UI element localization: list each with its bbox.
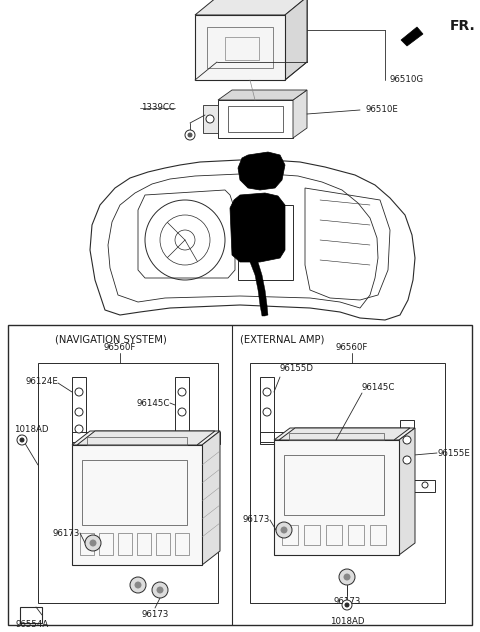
Text: 96554A: 96554A xyxy=(15,620,48,629)
Polygon shape xyxy=(217,0,307,62)
Bar xyxy=(289,433,384,440)
Bar xyxy=(260,432,305,444)
Circle shape xyxy=(344,574,350,580)
Text: 96124E: 96124E xyxy=(25,377,58,386)
Bar xyxy=(8,325,472,625)
Bar xyxy=(175,377,189,442)
Bar xyxy=(72,377,86,442)
Circle shape xyxy=(339,569,355,585)
Circle shape xyxy=(342,600,352,610)
Polygon shape xyxy=(401,27,423,46)
Polygon shape xyxy=(202,431,220,565)
Text: 96173: 96173 xyxy=(333,597,360,606)
Bar xyxy=(82,460,187,525)
Text: 1339CC: 1339CC xyxy=(141,104,175,112)
Text: 96173: 96173 xyxy=(242,516,270,525)
Polygon shape xyxy=(399,428,415,555)
Circle shape xyxy=(20,438,24,442)
Text: 96510E: 96510E xyxy=(365,106,398,114)
Bar xyxy=(99,533,113,555)
Polygon shape xyxy=(195,15,285,80)
Bar xyxy=(175,432,220,444)
Polygon shape xyxy=(293,90,307,138)
Polygon shape xyxy=(274,440,399,555)
Bar xyxy=(282,525,298,545)
Bar xyxy=(250,363,445,603)
Bar xyxy=(370,525,386,545)
Bar xyxy=(238,205,293,280)
Polygon shape xyxy=(238,152,285,190)
Bar xyxy=(218,100,293,138)
Bar xyxy=(207,27,273,68)
Circle shape xyxy=(185,130,195,140)
Circle shape xyxy=(178,408,186,416)
Circle shape xyxy=(422,482,428,488)
Bar xyxy=(225,37,259,60)
Polygon shape xyxy=(250,262,268,316)
Bar xyxy=(304,525,320,545)
Circle shape xyxy=(75,408,83,416)
Circle shape xyxy=(263,388,271,396)
Circle shape xyxy=(17,435,27,445)
Text: 96560F: 96560F xyxy=(336,343,368,351)
Text: 96510G: 96510G xyxy=(390,75,424,85)
Bar xyxy=(400,480,435,492)
Bar xyxy=(175,533,189,555)
Bar xyxy=(80,533,94,555)
Text: FR.: FR. xyxy=(450,19,476,33)
Text: 96173: 96173 xyxy=(53,528,80,537)
Bar xyxy=(156,533,170,555)
Circle shape xyxy=(263,408,271,416)
Text: 96145C: 96145C xyxy=(137,399,170,408)
Text: 96155E: 96155E xyxy=(437,449,470,458)
Circle shape xyxy=(206,115,214,123)
Text: 1018AD: 1018AD xyxy=(330,617,364,626)
Circle shape xyxy=(75,425,83,433)
Bar xyxy=(260,377,274,442)
Circle shape xyxy=(281,527,287,533)
Polygon shape xyxy=(218,90,307,100)
Polygon shape xyxy=(279,428,410,440)
Circle shape xyxy=(403,436,411,444)
Circle shape xyxy=(403,456,411,464)
Text: (NAVIGATION SYSTEM): (NAVIGATION SYSTEM) xyxy=(55,335,167,345)
Bar xyxy=(137,533,151,555)
Bar xyxy=(38,363,218,603)
Circle shape xyxy=(90,540,96,546)
Polygon shape xyxy=(195,0,307,15)
Text: 96155D: 96155D xyxy=(280,364,314,373)
Polygon shape xyxy=(72,431,220,445)
Text: 1018AD: 1018AD xyxy=(14,425,48,435)
Text: 96145C: 96145C xyxy=(362,382,396,391)
Circle shape xyxy=(75,388,83,396)
Bar xyxy=(20,607,42,623)
Text: 96560F: 96560F xyxy=(104,343,136,351)
Circle shape xyxy=(85,535,101,551)
Polygon shape xyxy=(72,445,202,565)
Polygon shape xyxy=(77,431,215,445)
Polygon shape xyxy=(274,428,415,440)
Text: (EXTERNAL AMP): (EXTERNAL AMP) xyxy=(240,335,324,345)
Polygon shape xyxy=(230,193,285,262)
Text: 96173: 96173 xyxy=(141,610,168,619)
Circle shape xyxy=(157,587,163,593)
Circle shape xyxy=(188,133,192,137)
Bar xyxy=(72,432,117,444)
Circle shape xyxy=(130,577,146,593)
Bar xyxy=(348,525,364,545)
Bar xyxy=(400,420,414,490)
Circle shape xyxy=(152,582,168,598)
Circle shape xyxy=(276,522,292,538)
Circle shape xyxy=(345,603,349,607)
Bar xyxy=(228,106,283,132)
Bar xyxy=(326,525,342,545)
Polygon shape xyxy=(203,105,218,133)
Bar xyxy=(118,533,132,555)
Polygon shape xyxy=(285,0,307,80)
Circle shape xyxy=(135,582,141,588)
Bar xyxy=(284,455,384,515)
Bar xyxy=(87,437,187,445)
Circle shape xyxy=(178,388,186,396)
